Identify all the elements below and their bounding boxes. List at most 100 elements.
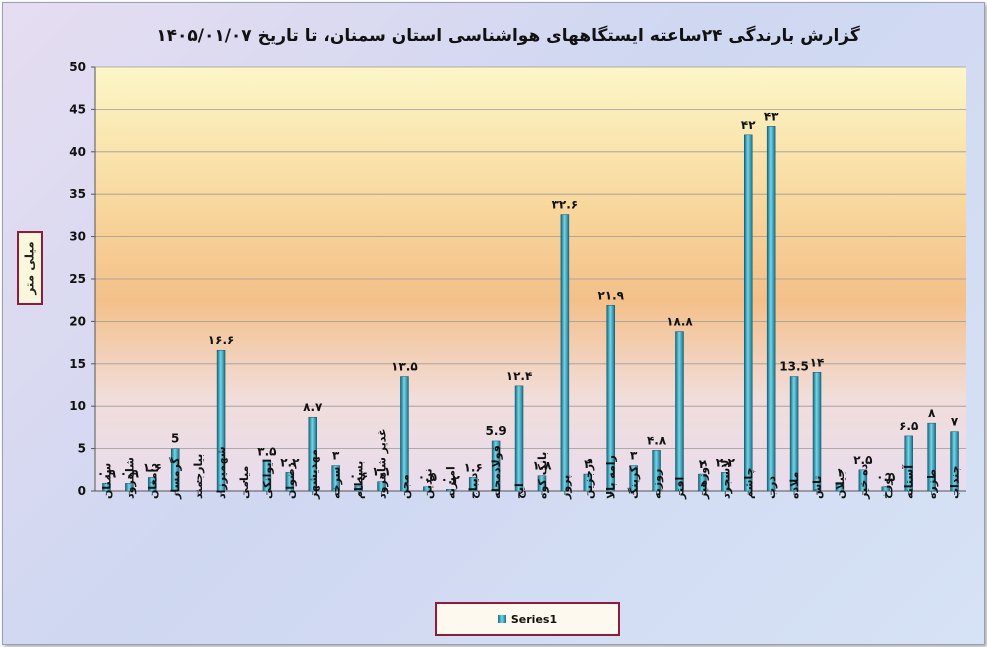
category-label: ده خیر [857,463,870,500]
data-label: ۰.۲ [441,472,461,486]
bar [560,214,570,492]
data-label: ۴۳ [764,109,779,123]
data-label: ۴۲ [741,118,756,132]
y-tick-label: 45 [69,102,86,116]
category-label: تاش [811,476,824,499]
category-labels: سمنان شاهرود دامغان گرمسار بیارجمند شهمیرزاد م… [100,428,961,500]
category-label: گرمسار [169,457,182,500]
category-label: مجن [398,474,411,499]
y-tick-label: 20 [69,314,86,328]
bar [400,376,409,492]
y-tick-label: 25 [69,272,86,286]
legend-swatch [497,615,506,623]
category-label: کرینگ [627,465,641,499]
data-label: ۰.۵ [418,470,437,484]
legend: Series1 [435,602,620,636]
category-label: طزره [926,469,939,499]
data-label: ۲.۵ [853,453,872,467]
data-label: ۲۱.۹ [597,288,624,302]
data-label: ۷ [951,415,959,429]
category-label: ایج [513,483,526,499]
data-label: ۰.۶ [349,469,368,483]
category-label: ایوانکی [261,459,274,499]
data-label: ۱۸.۸ [666,315,693,329]
category-label: دوزخ [880,472,893,499]
category-label: غدیر شاهرود [376,428,389,499]
data-label: 5 [171,432,179,446]
data-label: ۱۲.۴ [506,369,533,383]
category-label: سمنان [100,463,113,499]
bar [766,126,776,492]
y-tick-label: 0 [78,484,86,498]
bars [102,126,959,492]
y-tick-labels: 0 5 10 15 20 25 30 35 40 45 50 [69,60,95,498]
data-label: ۱ [836,466,843,480]
data-label: ۰.۹ [120,466,140,480]
data-label: ۱.۸ [532,459,552,473]
category-label: شاهرود [123,457,136,499]
data-label: ۲.۲ [716,455,736,469]
category-label: لاسجرد [719,460,732,499]
data-label: ۰ [240,474,247,488]
data-label: ۱.۱ [372,465,391,479]
y-tick-label: 15 [69,357,86,371]
data-label: ۱۴ [810,355,825,369]
category-label: جنداب [949,465,962,499]
category-label: رضوان [284,462,297,499]
category-label: دوزهیر [696,461,709,500]
category-label: رامه بالا [605,455,618,499]
category-label: بیارجمند [192,454,205,499]
category-label: جیلان [834,469,847,499]
category-label: سرخه [330,467,343,499]
data-label: ۳ [630,449,638,463]
data-label: ۴.۸ [647,433,667,447]
category-label: آستانه [902,465,916,499]
category-label: درب [765,476,778,499]
chart-svg: گزارش بارندگی ۲۴ساعته ایستگاههای هواشناس… [69,25,966,500]
data-label: ۲ [584,457,592,471]
data-label: 5.9 [485,424,506,438]
category-label: فولادمحله [490,445,503,499]
y-tick-label: 35 [69,187,86,201]
data-label: ۳ [332,449,340,463]
category-label: شهمیرزاد [215,446,228,499]
data-label: ۱.۶ [464,460,483,474]
legend-label: Series1 [510,612,558,626]
data-label: ۲.۲ [280,455,300,469]
data-label: ۳۲.۶ [552,198,579,212]
data-label: ۲ [699,457,707,471]
data-label: ۰.۹ [97,466,117,480]
category-label: چاشم [742,467,755,499]
category-label: دامغان [146,463,159,499]
y-tick-label: 10 [69,399,86,413]
category-label: روزیه [651,469,664,499]
y-tick-label: 50 [69,60,86,74]
chart-title: گزارش بارندگی ۲۴ساعته ایستگاههای هواشناس… [156,25,860,46]
data-label: ۱.۶ [143,460,162,474]
category-label: دیباج [467,472,481,499]
category-label: افتر [673,477,686,500]
category-label: میامی [238,466,251,499]
category-label: ملاده [788,472,801,499]
bar [812,372,822,492]
category-label: بسطام [353,461,366,499]
bar [675,331,684,492]
data-label: ۰ [194,474,201,488]
data-label: ۱۶.۶ [208,333,235,347]
data-label: ۸.۷ [303,400,323,414]
data-label: ۱۳.۵ [391,360,418,374]
data-label: 13.5 [779,360,809,374]
data-label: ۸ [928,406,936,420]
y-tick-label: 5 [78,442,86,456]
grid-lines [95,66,966,450]
category-label: درجزین [582,458,595,499]
y-tick-label: 30 [69,230,86,244]
data-label: ۶.۵ [899,419,918,433]
bar [744,134,753,492]
category-label: بانک کوه [536,452,549,499]
category-label: مهدیشهر [307,449,320,500]
category-label: پرور [559,475,572,500]
y-axis-label: میلی متر [23,241,37,295]
